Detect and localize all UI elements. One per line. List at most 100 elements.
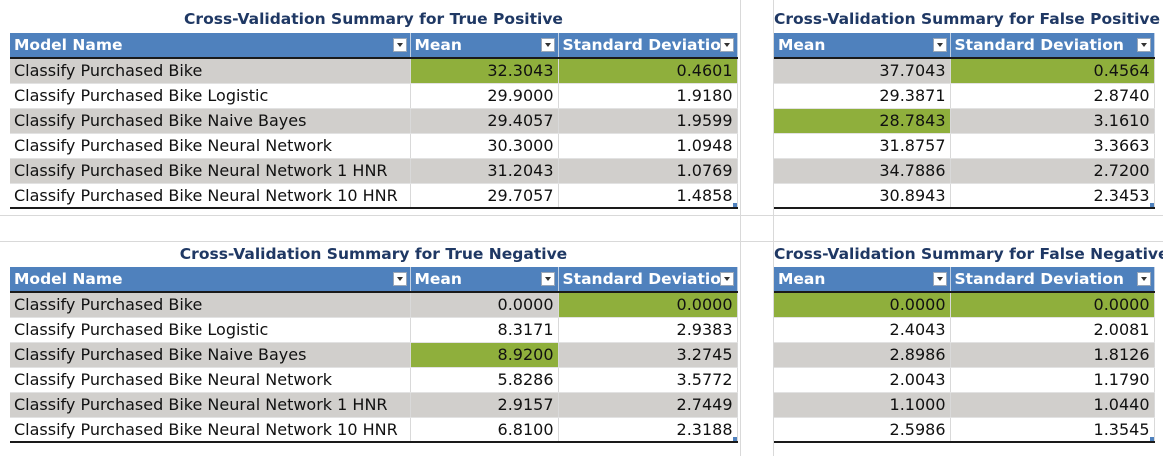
mean-cell[interactable]: 1.1000 (774, 392, 951, 418)
filter-dropdown-icon[interactable] (932, 38, 947, 52)
table-row[interactable]: 29.3871 2.8740 (774, 83, 1155, 109)
std-cell[interactable]: 1.4858 (558, 183, 738, 209)
std-cell[interactable]: 0.4601 (558, 58, 738, 84)
table-row[interactable]: Classify Purchased Bike Neural Network 3… (10, 133, 738, 159)
filter-dropdown-icon[interactable] (540, 272, 555, 286)
filter-dropdown-icon[interactable] (392, 38, 407, 52)
mean-cell[interactable]: 2.9157 (410, 392, 559, 418)
mean-cell[interactable]: 2.5986 (774, 417, 951, 443)
mean-cell[interactable]: 34.7886 (774, 158, 951, 184)
mean-cell[interactable]: 29.7057 (410, 183, 559, 209)
table-row[interactable]: 2.5986 1.3545 (774, 417, 1155, 443)
mean-cell[interactable]: 30.3000 (410, 133, 559, 159)
mean-cell[interactable]: 0.0000 (410, 292, 559, 318)
mean-cell[interactable]: 31.2043 (410, 158, 559, 184)
std-cell[interactable]: 0.0000 (558, 292, 738, 318)
table-row[interactable]: 28.7843 3.1610 (774, 108, 1155, 134)
std-cell[interactable]: 1.0440 (950, 392, 1155, 418)
std-header[interactable]: Standard Deviation (558, 33, 738, 59)
model-name-cell[interactable]: Classify Purchased Bike Neural Network 1… (10, 417, 411, 443)
table-row[interactable]: Classify Purchased Bike Neural Network 1… (10, 417, 738, 443)
std-cell[interactable]: 2.9383 (558, 317, 738, 343)
std-cell[interactable]: 2.3453 (950, 183, 1155, 209)
table-row[interactable]: 37.7043 0.4564 (774, 58, 1155, 84)
mean-header[interactable]: Mean (774, 33, 951, 59)
model-name-cell[interactable]: Classify Purchased Bike Neural Network 1… (10, 158, 411, 184)
model-name-cell[interactable]: Classify Purchased Bike Neural Network 1… (10, 392, 411, 418)
std-cell[interactable]: 3.3663 (950, 133, 1155, 159)
std-cell[interactable]: 1.3545 (950, 417, 1155, 443)
mean-header[interactable]: Mean (410, 33, 559, 59)
filter-dropdown-icon[interactable] (1136, 38, 1151, 52)
filter-dropdown-icon[interactable] (719, 38, 734, 52)
mean-cell[interactable]: 29.9000 (410, 83, 559, 109)
std-cell[interactable]: 3.2745 (558, 342, 738, 368)
model-name-cell[interactable]: Classify Purchased Bike Neural Network (10, 133, 411, 159)
table-row[interactable]: Classify Purchased Bike Logistic 29.9000… (10, 83, 738, 109)
table-row[interactable]: 34.7886 2.7200 (774, 158, 1155, 184)
table-row[interactable]: Classify Purchased Bike Neural Network 1… (10, 392, 738, 418)
std-header[interactable]: Standard Deviation (950, 267, 1155, 293)
std-header[interactable]: Standard Deviation (950, 33, 1155, 59)
std-cell[interactable]: 2.7200 (950, 158, 1155, 184)
model-name-cell[interactable]: Classify Purchased Bike (10, 292, 411, 318)
table-row[interactable]: 2.0043 1.1790 (774, 367, 1155, 393)
std-cell[interactable]: 1.9180 (558, 83, 738, 109)
std-cell[interactable]: 3.5772 (558, 367, 738, 393)
model-name-header[interactable]: Model Name (10, 267, 411, 293)
model-name-header[interactable]: Model Name (10, 33, 411, 59)
std-cell[interactable]: 0.0000 (950, 292, 1155, 318)
mean-cell[interactable]: 8.3171 (410, 317, 559, 343)
mean-header[interactable]: Mean (774, 267, 951, 293)
table-row[interactable]: 2.8986 1.8126 (774, 342, 1155, 368)
filter-dropdown-icon[interactable] (932, 272, 947, 286)
table-row[interactable]: Classify Purchased Bike 0.0000 0.0000 (10, 292, 738, 318)
model-name-cell[interactable]: Classify Purchased Bike Logistic (10, 317, 411, 343)
std-cell[interactable]: 0.4564 (950, 58, 1155, 84)
table-row[interactable]: 2.4043 2.0081 (774, 317, 1155, 343)
model-name-cell[interactable]: Classify Purchased Bike Naive Bayes (10, 108, 411, 134)
mean-cell[interactable]: 2.8986 (774, 342, 951, 368)
table-row[interactable]: 0.0000 0.0000 (774, 292, 1155, 318)
table-row[interactable]: Classify Purchased Bike Neural Network 1… (10, 158, 738, 184)
table-row[interactable]: Classify Purchased Bike Naive Bayes 29.4… (10, 108, 738, 134)
table-row[interactable]: Classify Purchased Bike Naive Bayes 8.92… (10, 342, 738, 368)
table-row[interactable]: 31.8757 3.3663 (774, 133, 1155, 159)
table-row[interactable]: 1.1000 1.0440 (774, 392, 1155, 418)
table-row[interactable]: Classify Purchased Bike Neural Network 5… (10, 367, 738, 393)
std-cell[interactable]: 1.9599 (558, 108, 738, 134)
mean-cell[interactable]: 30.8943 (774, 183, 951, 209)
mean-cell[interactable]: 32.3043 (410, 58, 559, 84)
std-cell[interactable]: 2.3188 (558, 417, 738, 443)
table-row[interactable]: Classify Purchased Bike Neural Network 1… (10, 183, 738, 209)
table-row[interactable]: 30.8943 2.3453 (774, 183, 1155, 209)
model-name-cell[interactable]: Classify Purchased Bike Naive Bayes (10, 342, 411, 368)
table-row[interactable]: Classify Purchased Bike 32.3043 0.4601 (10, 58, 738, 84)
mean-cell[interactable]: 37.7043 (774, 58, 951, 84)
model-name-cell[interactable]: Classify Purchased Bike (10, 58, 411, 84)
std-cell[interactable]: 2.7449 (558, 392, 738, 418)
filter-dropdown-icon[interactable] (392, 272, 407, 286)
mean-cell[interactable]: 5.8286 (410, 367, 559, 393)
std-cell[interactable]: 1.1790 (950, 367, 1155, 393)
mean-cell[interactable]: 28.7843 (774, 108, 951, 134)
std-header[interactable]: Standard Deviation (558, 267, 738, 293)
mean-cell[interactable]: 31.8757 (774, 133, 951, 159)
mean-cell[interactable]: 0.0000 (774, 292, 951, 318)
std-cell[interactable]: 2.0081 (950, 317, 1155, 343)
mean-cell[interactable]: 29.4057 (410, 108, 559, 134)
std-cell[interactable]: 3.1610 (950, 108, 1155, 134)
table-row[interactable]: Classify Purchased Bike Logistic 8.3171 … (10, 317, 738, 343)
mean-cell[interactable]: 2.4043 (774, 317, 951, 343)
mean-cell[interactable]: 2.0043 (774, 367, 951, 393)
std-cell[interactable]: 1.8126 (950, 342, 1155, 368)
filter-dropdown-icon[interactable] (1136, 272, 1151, 286)
model-name-cell[interactable]: Classify Purchased Bike Neural Network (10, 367, 411, 393)
filter-dropdown-icon[interactable] (540, 38, 555, 52)
mean-cell[interactable]: 8.9200 (410, 342, 559, 368)
std-cell[interactable]: 1.0769 (558, 158, 738, 184)
model-name-cell[interactable]: Classify Purchased Bike Logistic (10, 83, 411, 109)
model-name-cell[interactable]: Classify Purchased Bike Neural Network 1… (10, 183, 411, 209)
filter-dropdown-icon[interactable] (719, 272, 734, 286)
mean-cell[interactable]: 6.8100 (410, 417, 559, 443)
